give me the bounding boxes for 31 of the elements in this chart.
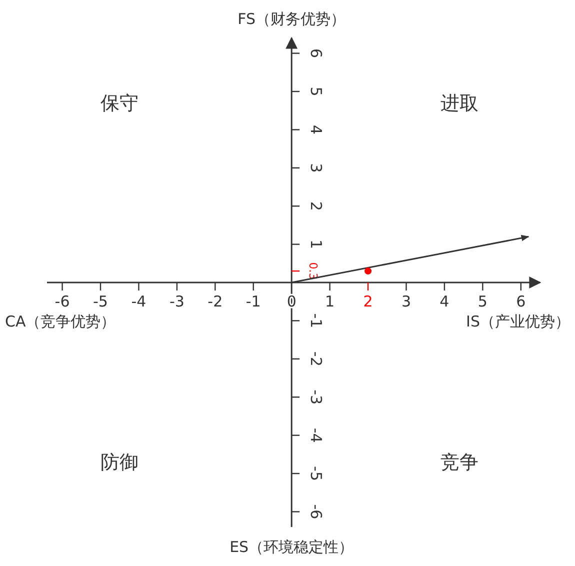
y-tick-label: 3 xyxy=(306,163,325,173)
x-tick-label: -2 xyxy=(208,292,223,310)
annotation: 竞争 xyxy=(440,452,479,474)
y-tick-label: -2 xyxy=(306,351,325,366)
y-tick-label: 6 xyxy=(306,48,325,58)
y-tick-label: -5 xyxy=(306,466,325,481)
text: ES（环境稳定性） xyxy=(230,538,354,556)
annotation: 防御 xyxy=(100,452,139,474)
x-tick-label: 4 xyxy=(440,292,450,310)
x-axis-title: IS（产业优势） xyxy=(466,312,570,330)
x-tick-label: 3 xyxy=(401,292,412,310)
y-tick-label: 4 xyxy=(306,124,325,134)
annotation: 保守 xyxy=(100,92,139,115)
y-tick-label: 5 xyxy=(306,86,325,96)
annotation: CA（竞争优势） xyxy=(5,312,116,330)
annotation: 进取 xyxy=(440,92,479,115)
y-axis-title: FS（财务优势） xyxy=(238,10,346,28)
x-tick-label: 2 xyxy=(363,292,373,310)
y-tick-label: 2 xyxy=(306,201,325,211)
x-tick-label: -3 xyxy=(169,292,184,310)
y-tick-label: -1 xyxy=(306,313,325,328)
x-tick-label: -6 xyxy=(54,292,70,310)
x-tick-label: 6 xyxy=(516,292,526,310)
y-tick-label: -6 xyxy=(306,504,325,520)
y-tick-label: -4 xyxy=(306,428,325,443)
x-tick-label: -1 xyxy=(246,292,261,310)
x-tick-label: 5 xyxy=(478,292,488,310)
y-tick-label: 1 xyxy=(306,240,325,250)
x-tick-label: -4 xyxy=(131,292,146,310)
x-tick-label: -5 xyxy=(93,292,108,310)
y-tick-label: -3 xyxy=(306,390,325,405)
